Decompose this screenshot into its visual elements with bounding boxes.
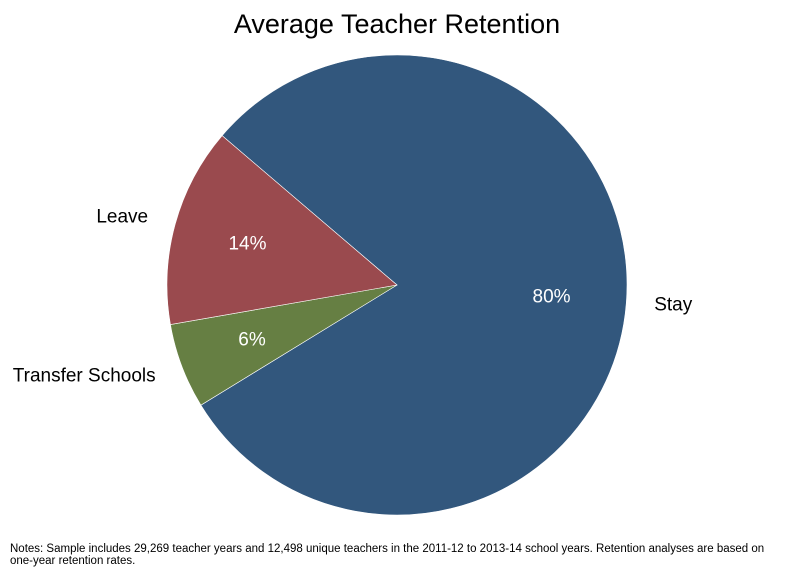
data-label-stay: 80% [533,287,571,308]
category-label-stay: Stay [654,295,693,316]
pie-slice-stay [200,54,628,516]
chart-title: Average Teacher Retention [233,9,561,39]
data-label-leave: 14% [228,234,266,255]
category-label-leave: Leave [96,206,148,227]
category-label-transfer-schools: Transfer Schools [13,366,156,387]
pie-slice-leave [166,135,398,325]
data-label-transfer-schools: 6% [238,329,266,350]
chart-notes: Notes: Sample includes 29,269 teacher ye… [10,543,765,567]
